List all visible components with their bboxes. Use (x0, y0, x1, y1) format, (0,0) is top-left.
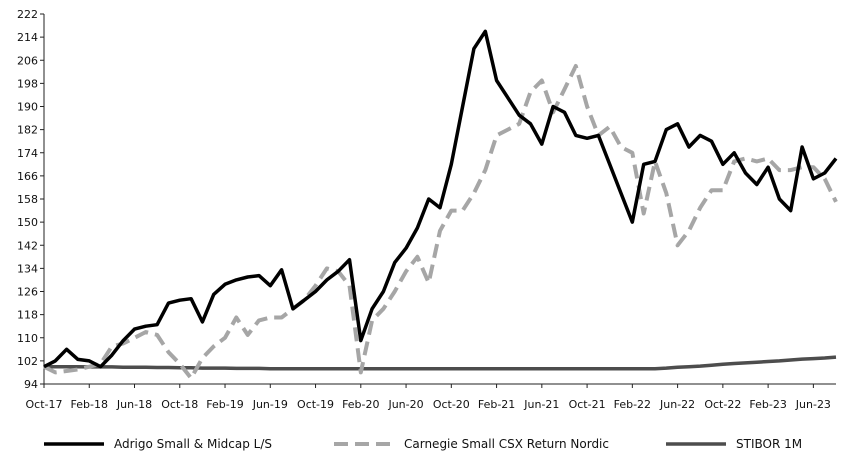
x-tick-label: Jun-23 (795, 398, 831, 411)
y-tick-label: 174 (17, 147, 38, 160)
series-line-adrigo-small-midcap-l-s (43, 29, 838, 369)
legend-label: Adrigo Small & Midcap L/S (114, 437, 272, 451)
y-tick-label: 206 (17, 54, 38, 67)
legend-item-carnegie-small-csx-return-nordic: Carnegie Small CSX Return Nordic (334, 437, 609, 451)
x-tick-label: Jun-18 (116, 398, 152, 411)
y-tick-label: 102 (17, 355, 38, 368)
y-tick-label: 198 (17, 77, 38, 90)
x-tick-label: Oct-18 (161, 398, 198, 411)
y-tick-label: 142 (17, 239, 38, 252)
legend-item-adrigo-small-midcap-l-s: Adrigo Small & Midcap L/S (44, 437, 272, 451)
x-tick-label: Feb-22 (614, 398, 651, 411)
x-tick-label: Feb-18 (71, 398, 108, 411)
y-tick-label: 110 (17, 332, 38, 345)
y-tick-label: 158 (17, 193, 38, 206)
y-tick-label: 214 (17, 31, 38, 44)
x-tick-label: Jun-19 (252, 398, 288, 411)
y-tick-label: 126 (17, 286, 38, 299)
series-line-carnegie-small-csx-return-nordic (43, 64, 838, 381)
y-tick-label: 134 (17, 262, 38, 275)
y-axis: 94 102 110 118 126 134 142 150 158 166 174 182 190 19… (17, 8, 45, 391)
x-axis: Oct-17 Feb-18 Jun-18 Oct-18 Feb-19 Jun-19 Oct-… (26, 383, 836, 411)
x-tick-label: Jun-20 (387, 398, 423, 411)
x-tick-label: Oct-22 (704, 398, 741, 411)
x-tick-label: Jun-22 (659, 398, 695, 411)
x-tick-label: Oct-21 (569, 398, 606, 411)
legend-item-stibor-1m: STIBOR 1M (666, 437, 802, 451)
legend-label: STIBOR 1M (736, 437, 802, 451)
y-tick-label: 150 (17, 216, 38, 229)
x-tick-label: Feb-19 (206, 398, 243, 411)
y-tick-label: 94 (24, 378, 38, 391)
x-tick-label: Feb-20 (342, 398, 379, 411)
series-layer (43, 29, 838, 381)
x-tick-label: Feb-21 (478, 398, 515, 411)
y-tick-label: 190 (17, 101, 38, 114)
y-tick-label: 222 (17, 8, 38, 21)
x-tick-label: Oct-20 (433, 398, 470, 411)
x-tick-label: Oct-17 (26, 398, 63, 411)
y-tick-label: 182 (17, 124, 38, 137)
legend-label: Carnegie Small CSX Return Nordic (404, 437, 609, 451)
y-tick-label: 166 (17, 170, 38, 183)
series-line-stibor-1m (44, 355, 837, 371)
x-tick-label: Jun-21 (523, 398, 559, 411)
y-tick-label: 118 (17, 309, 38, 322)
x-tick-label: Oct-19 (297, 398, 334, 411)
x-tick-label: Feb-23 (749, 398, 786, 411)
legend: Adrigo Small & Midcap L/S Carnegie Small … (44, 437, 802, 451)
